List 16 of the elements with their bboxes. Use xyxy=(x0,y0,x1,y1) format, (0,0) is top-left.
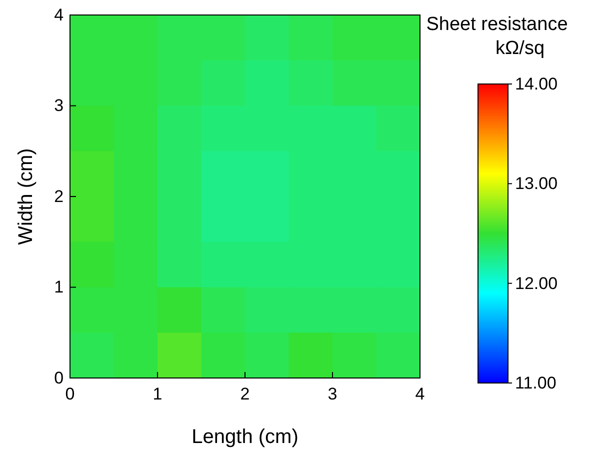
y-tick-label: 4 xyxy=(54,5,64,24)
color-bar-title: Sheet resistance kΩ/sq xyxy=(426,14,568,59)
y-axis-title: Width (cm) xyxy=(15,148,37,245)
x-tick-label: 4 xyxy=(415,384,425,404)
x-tick-label: 2 xyxy=(240,384,250,404)
x-tick-label: 3 xyxy=(328,384,338,404)
x-axis-title: Length (cm) xyxy=(192,426,298,448)
y-tick-label: 2 xyxy=(54,186,64,206)
y-tick-label: 0 xyxy=(54,368,64,388)
color-bar-label: 11.00 xyxy=(515,373,556,392)
x-tick-label: 1 xyxy=(152,384,162,404)
color-bar-label: 14.00 xyxy=(515,74,558,94)
color-bar-label: 13.00 xyxy=(515,174,558,194)
y-tick-label: 3 xyxy=(54,96,64,116)
y-tick-label: 1 xyxy=(54,278,64,297)
color-bar-label: 12.00 xyxy=(515,274,558,293)
